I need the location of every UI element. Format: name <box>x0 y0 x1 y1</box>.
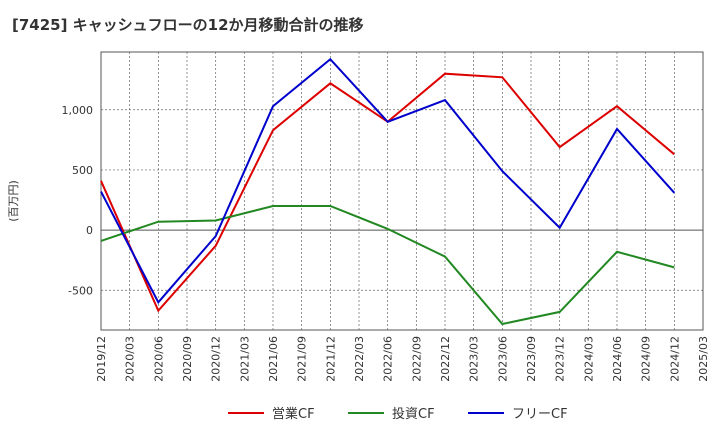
x-tick-label: 2021/03 <box>238 336 251 382</box>
x-tick-label: 2022/09 <box>410 336 423 382</box>
x-tick-label: 2022/06 <box>382 336 395 382</box>
x-tick-label: 2024/09 <box>640 336 653 382</box>
x-tick-label: 2020/12 <box>210 336 223 382</box>
series-layer <box>100 57 676 326</box>
x-tick-label: 2020/03 <box>124 336 137 382</box>
legend-label: 営業CF <box>272 406 315 422</box>
y-axis-label: (百万円) <box>7 180 20 222</box>
legend-label: フリーCF <box>512 407 568 422</box>
x-tick-label: 2021/12 <box>324 336 337 382</box>
series-line-2 <box>100 205 675 326</box>
legend-label: 投資CF <box>392 406 435 422</box>
y-tick-label: 0 <box>86 224 93 237</box>
y-tick-label: 1,000 <box>62 104 94 117</box>
x-tick-label: 2023/09 <box>525 336 538 382</box>
x-tick-label: 2020/09 <box>181 336 194 382</box>
legend: 営業CF 投資CF フリーCF <box>228 406 568 422</box>
x-tick-label: 2022/12 <box>439 336 452 382</box>
y-tick-labels: -500 0 500 1,000 <box>62 104 94 298</box>
x-tick-label: 2020/06 <box>152 336 165 382</box>
x-tick-label: 2023/12 <box>554 336 567 382</box>
chart-title: [7425] キャッシュフローの12か月移動合計の推移 <box>12 16 364 34</box>
x-tick-labels: 2019/12 2020/03 2020/06 2020/09 2020/12 2021/… <box>95 336 710 382</box>
x-tick-label: 2021/06 <box>267 336 280 382</box>
x-tick-label: 2023/03 <box>468 336 481 382</box>
x-tick-label: 2023/06 <box>496 336 509 382</box>
x-tick-label: 2021/09 <box>296 336 309 382</box>
x-tick-label: 2022/03 <box>353 336 366 382</box>
y-tick-label: 500 <box>72 164 93 177</box>
x-tick-label: 2019/12 <box>95 336 108 382</box>
x-tick-label: 2024/12 <box>668 336 681 382</box>
x-tick-label: 2024/03 <box>582 336 595 382</box>
x-tick-label: 2025/03 <box>697 336 710 382</box>
plot-area <box>100 51 704 331</box>
x-tick-label: 2024/06 <box>611 336 624 382</box>
y-tick-label: -500 <box>68 284 93 297</box>
series-line-3 <box>100 57 676 305</box>
